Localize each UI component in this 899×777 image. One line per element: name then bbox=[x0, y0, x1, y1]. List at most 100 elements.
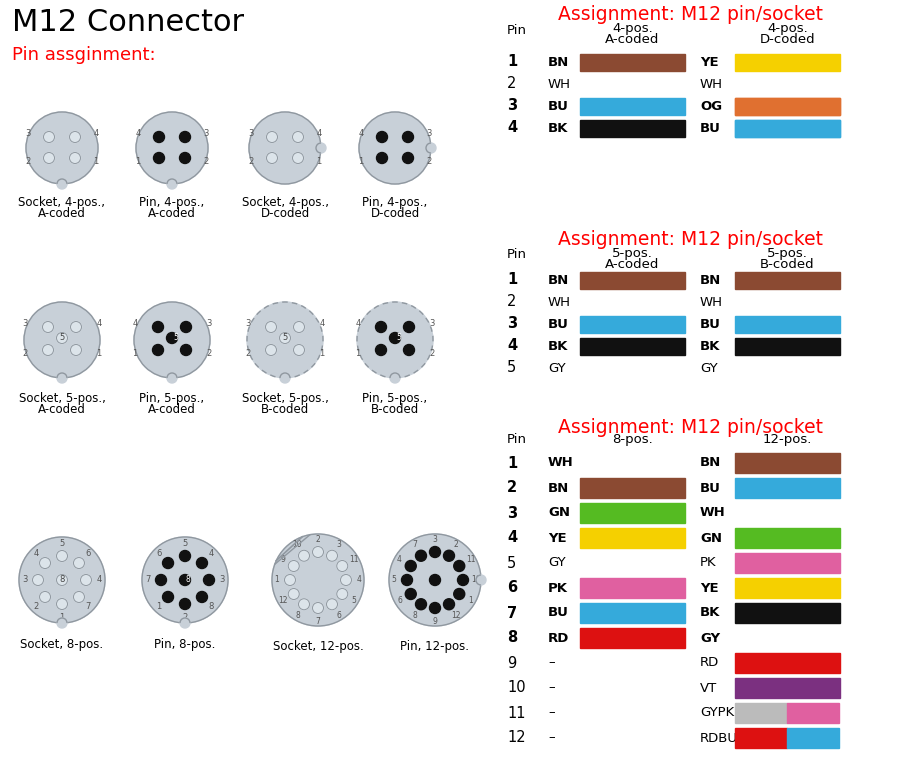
Text: 8: 8 bbox=[209, 601, 214, 611]
Circle shape bbox=[402, 574, 413, 586]
Text: Socket, 4-pos.,: Socket, 4-pos., bbox=[242, 196, 328, 209]
Text: D-coded: D-coded bbox=[370, 207, 420, 220]
Text: 7: 7 bbox=[146, 576, 151, 584]
Circle shape bbox=[443, 550, 455, 561]
Text: 2: 2 bbox=[203, 156, 209, 166]
Circle shape bbox=[266, 131, 278, 142]
Text: 4: 4 bbox=[397, 555, 402, 564]
Text: WH: WH bbox=[700, 295, 723, 308]
Text: GY: GY bbox=[700, 361, 717, 375]
Bar bbox=[580, 503, 685, 523]
Text: 5: 5 bbox=[59, 538, 65, 548]
Text: WH: WH bbox=[548, 78, 571, 90]
Text: 6: 6 bbox=[507, 580, 517, 595]
Circle shape bbox=[316, 143, 326, 153]
Circle shape bbox=[43, 152, 55, 163]
Text: 8: 8 bbox=[185, 576, 191, 584]
Text: 3: 3 bbox=[25, 130, 31, 138]
Circle shape bbox=[57, 550, 67, 562]
Circle shape bbox=[403, 131, 414, 142]
Circle shape bbox=[357, 302, 433, 378]
Circle shape bbox=[280, 373, 290, 383]
Bar bbox=[580, 54, 685, 71]
Bar bbox=[580, 603, 685, 623]
Circle shape bbox=[81, 574, 92, 586]
Text: 5: 5 bbox=[507, 361, 516, 375]
Bar bbox=[580, 315, 685, 333]
Text: BU: BU bbox=[700, 121, 721, 134]
Circle shape bbox=[40, 591, 50, 602]
Text: A-coded: A-coded bbox=[605, 258, 660, 271]
Circle shape bbox=[326, 599, 337, 610]
Circle shape bbox=[292, 152, 304, 163]
Circle shape bbox=[313, 546, 324, 558]
Text: 2: 2 bbox=[507, 76, 516, 92]
Text: 9: 9 bbox=[280, 555, 285, 564]
Circle shape bbox=[292, 131, 304, 142]
Text: 1: 1 bbox=[96, 349, 102, 357]
Text: B-coded: B-coded bbox=[761, 258, 814, 271]
Bar bbox=[580, 271, 685, 288]
Text: GYPK: GYPK bbox=[700, 706, 734, 720]
Text: A-coded: A-coded bbox=[38, 403, 86, 416]
Circle shape bbox=[154, 152, 165, 163]
Circle shape bbox=[430, 574, 441, 586]
Text: YE: YE bbox=[548, 531, 566, 545]
Circle shape bbox=[454, 560, 465, 572]
Circle shape bbox=[136, 112, 208, 184]
Text: BK: BK bbox=[700, 607, 720, 619]
Text: RD: RD bbox=[548, 632, 569, 644]
Text: 3: 3 bbox=[426, 130, 432, 138]
Circle shape bbox=[163, 558, 174, 569]
Circle shape bbox=[57, 574, 67, 586]
Text: M12 Connector: M12 Connector bbox=[12, 8, 245, 37]
Text: OG: OG bbox=[700, 99, 722, 113]
Bar bbox=[735, 315, 840, 333]
Text: 11: 11 bbox=[466, 555, 476, 564]
Circle shape bbox=[454, 588, 465, 600]
Text: GY: GY bbox=[548, 361, 565, 375]
Text: –: – bbox=[548, 706, 555, 720]
Text: Pin, 4-pos.,: Pin, 4-pos., bbox=[139, 196, 205, 209]
Text: WH: WH bbox=[700, 507, 725, 520]
Circle shape bbox=[458, 574, 468, 586]
Text: 2: 2 bbox=[453, 540, 458, 549]
Text: BU: BU bbox=[700, 318, 721, 330]
Circle shape bbox=[40, 558, 50, 569]
Text: 2: 2 bbox=[248, 156, 254, 166]
Text: 1: 1 bbox=[316, 156, 322, 166]
Text: WH: WH bbox=[548, 457, 574, 469]
Text: 4-pos.: 4-pos. bbox=[767, 22, 808, 35]
Bar bbox=[735, 703, 787, 723]
Circle shape bbox=[180, 152, 191, 163]
Circle shape bbox=[57, 598, 67, 609]
Text: –: – bbox=[548, 657, 555, 670]
Bar bbox=[580, 120, 685, 137]
Text: 2: 2 bbox=[33, 601, 39, 611]
Circle shape bbox=[166, 333, 177, 343]
Circle shape bbox=[403, 152, 414, 163]
Text: 10: 10 bbox=[293, 540, 302, 549]
Text: 12: 12 bbox=[450, 611, 460, 620]
Circle shape bbox=[69, 152, 81, 163]
Text: 3: 3 bbox=[430, 319, 435, 329]
Text: 2: 2 bbox=[430, 349, 434, 357]
Circle shape bbox=[70, 322, 82, 333]
Text: 2: 2 bbox=[426, 156, 432, 166]
Bar bbox=[735, 97, 840, 114]
Circle shape bbox=[156, 574, 166, 586]
Text: 4: 4 bbox=[132, 319, 138, 329]
Circle shape bbox=[57, 333, 67, 343]
Text: –: – bbox=[548, 681, 555, 695]
Text: A-coded: A-coded bbox=[38, 207, 86, 220]
Circle shape bbox=[181, 344, 191, 356]
Text: BU: BU bbox=[700, 482, 721, 494]
Text: 5: 5 bbox=[59, 333, 65, 343]
Text: RDBU: RDBU bbox=[700, 731, 738, 744]
Text: 1: 1 bbox=[274, 576, 280, 584]
Circle shape bbox=[154, 131, 165, 142]
Text: 5: 5 bbox=[174, 333, 178, 343]
Text: 8: 8 bbox=[59, 576, 65, 584]
Circle shape bbox=[326, 550, 337, 561]
Text: GN: GN bbox=[700, 531, 722, 545]
